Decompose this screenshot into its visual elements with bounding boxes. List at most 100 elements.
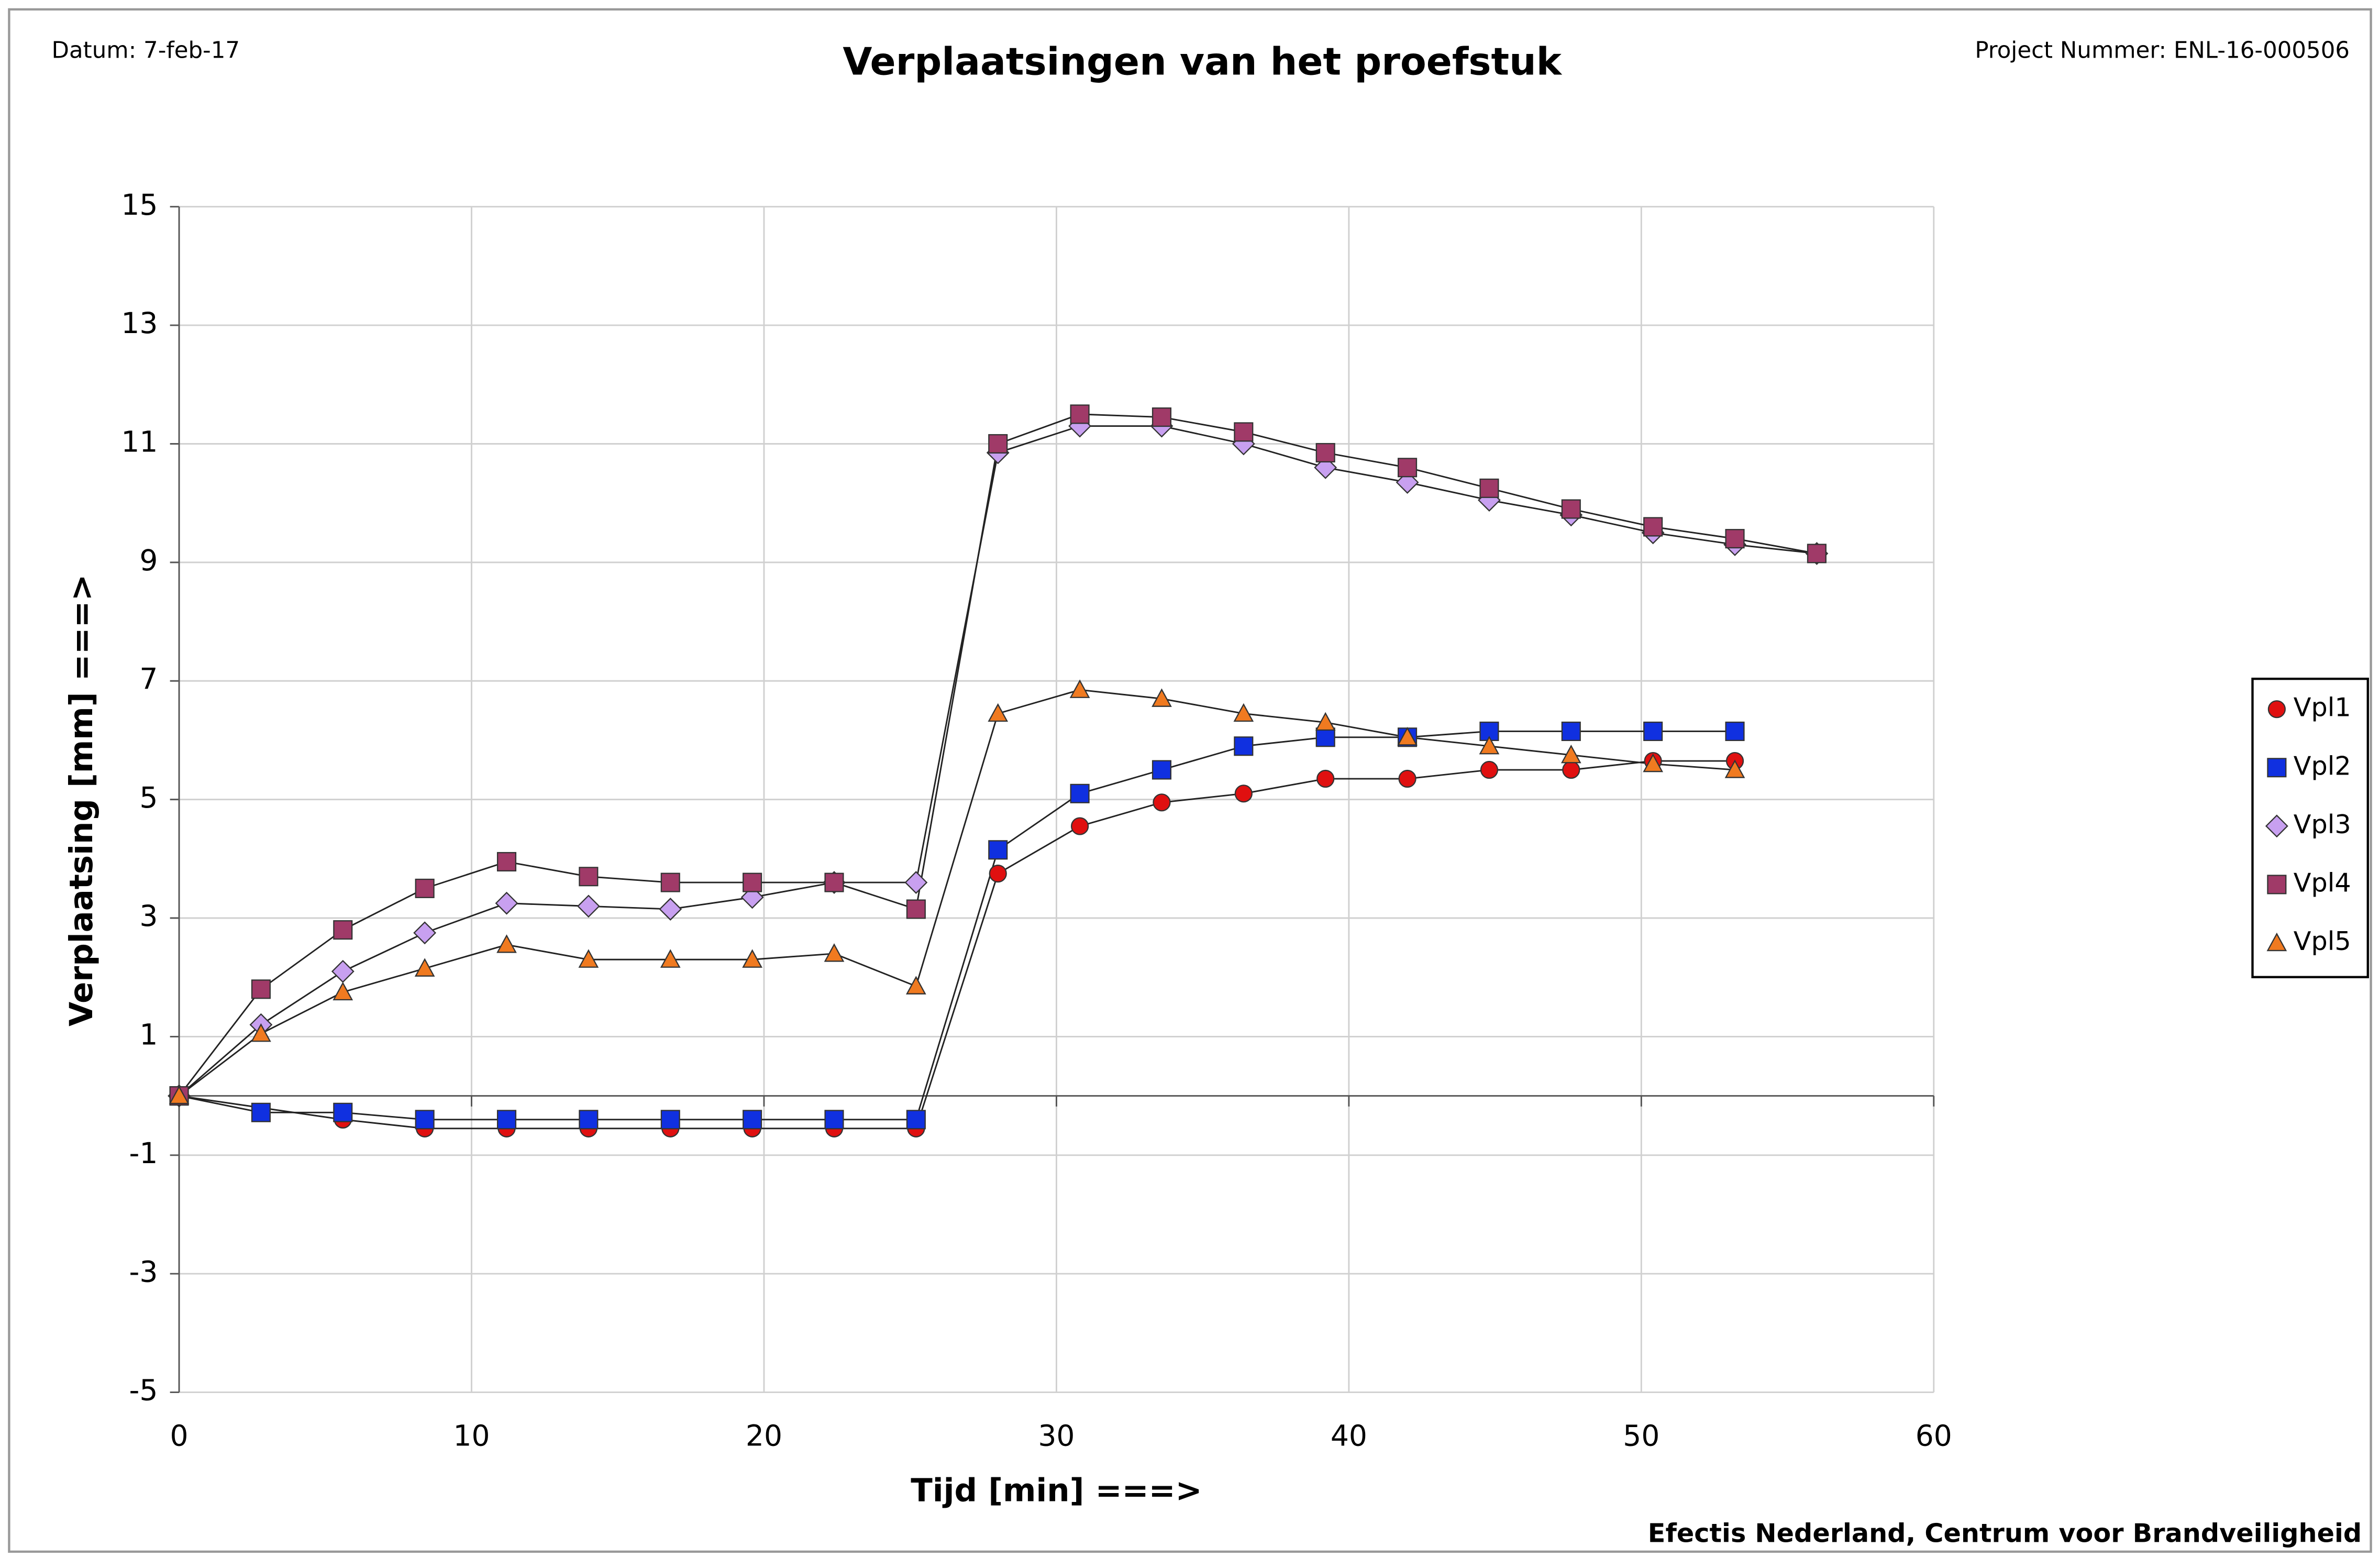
marker — [1560, 744, 1581, 764]
marker — [659, 898, 682, 921]
project-label: Project Nummer: ENL-16-000506 — [1975, 38, 2350, 64]
marker — [413, 921, 437, 945]
marker — [743, 1110, 762, 1130]
marker — [2265, 814, 2288, 838]
y-axis-label: Verplaatsing [mm] ===> — [63, 574, 100, 1026]
marker — [2267, 758, 2287, 778]
marker — [414, 958, 435, 977]
y-tick-label: 5 — [139, 781, 158, 814]
x-axis-label: Tijd [min] ===> — [911, 1472, 1202, 1509]
y-tick-label: 7 — [139, 662, 158, 695]
marker — [1070, 817, 1089, 835]
marker — [1315, 727, 1335, 747]
y-tick-label: 15 — [121, 188, 158, 222]
legend-label: Vpl2 — [2294, 750, 2351, 781]
marker — [169, 1085, 190, 1104]
marker — [333, 1102, 353, 1122]
marker — [743, 872, 762, 892]
marker — [495, 891, 518, 915]
marker — [988, 703, 1009, 722]
marker — [2267, 875, 2287, 894]
marker — [906, 899, 926, 919]
x-tick-label: 0 — [170, 1419, 189, 1453]
marker — [333, 920, 353, 940]
marker — [1234, 784, 1253, 803]
marker — [1233, 703, 1254, 722]
marker — [1643, 753, 1664, 772]
marker — [1315, 712, 1336, 731]
marker — [1807, 544, 1826, 563]
y-tick-label: -1 — [129, 1136, 158, 1170]
marker — [1724, 759, 1745, 778]
marker — [742, 949, 762, 968]
marker — [1398, 458, 1418, 478]
marker — [988, 840, 1008, 860]
marker — [1398, 769, 1416, 788]
marker — [1153, 793, 1171, 812]
marker — [1562, 760, 1580, 779]
y-tick-label: -5 — [129, 1374, 158, 1407]
marker — [251, 1102, 271, 1122]
chart-title: Verplaatsingen van het proefstuk — [843, 40, 1562, 84]
marker — [1725, 721, 1745, 742]
marker — [496, 1110, 517, 1130]
marker — [1234, 736, 1254, 756]
marker — [2267, 700, 2286, 719]
y-tick-label: 13 — [121, 306, 158, 340]
marker — [1234, 422, 1254, 442]
marker — [988, 434, 1008, 454]
x-tick-label: 40 — [1331, 1419, 1367, 1453]
marker — [1561, 499, 1581, 519]
legend-label: Vpl1 — [2294, 692, 2351, 723]
marker — [2266, 932, 2287, 952]
marker — [415, 878, 435, 898]
x-tick-label: 50 — [1623, 1419, 1659, 1453]
marker — [660, 1110, 680, 1130]
marker — [824, 872, 844, 892]
marker — [1315, 443, 1335, 463]
x-tick-label: 60 — [1916, 1419, 1952, 1453]
legend-label: Vpl3 — [2294, 809, 2351, 839]
marker — [1152, 760, 1172, 780]
marker — [1561, 721, 1581, 742]
marker — [1316, 769, 1335, 788]
marker — [415, 1110, 435, 1130]
marker — [333, 981, 353, 1001]
legend-label: Vpl4 — [2294, 867, 2351, 898]
date-label: Datum: 7-feb-17 — [52, 38, 240, 64]
y-tick-label: 3 — [139, 899, 158, 933]
marker — [824, 1110, 844, 1130]
marker — [1643, 517, 1663, 537]
y-tick-label: -3 — [129, 1255, 158, 1288]
marker — [660, 872, 680, 892]
marker — [1479, 735, 1500, 755]
marker — [1070, 404, 1090, 424]
marker — [251, 1023, 271, 1042]
marker — [1480, 760, 1499, 779]
marker — [577, 894, 600, 918]
marker — [989, 865, 1007, 883]
marker — [660, 949, 681, 968]
marker — [906, 976, 926, 995]
marker — [1152, 407, 1172, 427]
marker — [1152, 688, 1172, 707]
marker — [496, 852, 517, 872]
x-tick-label: 20 — [746, 1419, 782, 1453]
marker — [904, 871, 928, 894]
series-line — [179, 731, 1735, 1121]
marker — [1069, 679, 1090, 698]
frame — [8, 8, 2372, 1553]
x-tick-label: 30 — [1038, 1419, 1075, 1453]
marker — [579, 1110, 599, 1130]
marker — [578, 949, 599, 968]
marker — [1479, 478, 1499, 498]
marker — [1070, 783, 1090, 803]
y-tick-label: 1 — [139, 1018, 158, 1052]
marker — [906, 1110, 926, 1130]
series-line — [179, 689, 1735, 1097]
y-tick-label: 11 — [121, 425, 158, 459]
marker — [824, 943, 845, 962]
y-tick-label: 9 — [139, 544, 158, 577]
marker — [496, 934, 517, 953]
